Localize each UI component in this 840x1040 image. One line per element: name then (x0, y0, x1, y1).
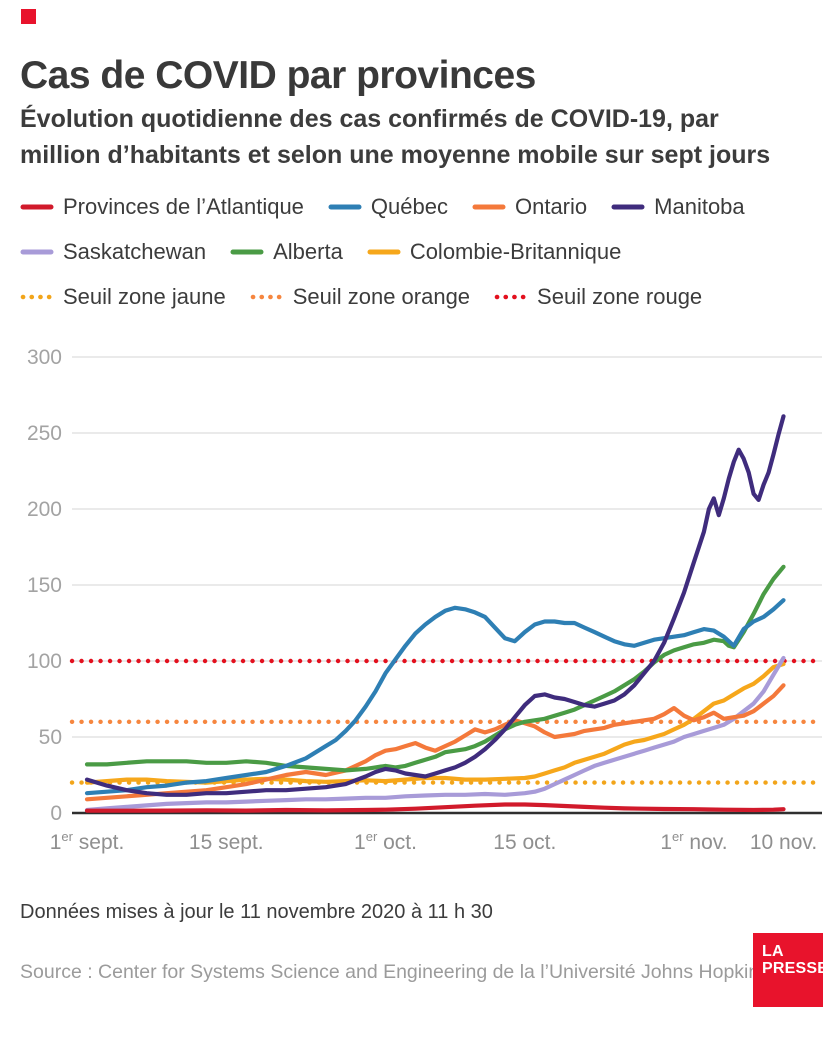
line-swatch-icon (611, 204, 645, 210)
legend-item-seuil-rouge: Seuil zone rouge (494, 284, 702, 310)
legend-item-manitoba: Manitoba (611, 194, 745, 220)
legend-label-atlantique: Provinces de l’Atlantique (63, 194, 304, 219)
x-tick-label-day30: 1er oct. (354, 829, 417, 854)
y-tick-label-250: 250 (27, 422, 62, 445)
y-tick-label-0: 0 (50, 802, 62, 825)
legend-row-3: Seuil zone jaune Seuil zone orange Seuil z… (20, 284, 828, 310)
x-tick-label-day44: 15 oct. (493, 831, 556, 854)
brand-square (21, 9, 36, 24)
series-line-colombie-britannique (84, 661, 786, 785)
line-swatch-icon (472, 204, 506, 210)
series-line-quebec (84, 598, 786, 796)
series-line-alberta (84, 564, 786, 773)
legend-row-1: Provinces de l’Atlantique Québec Ontario Ma… (20, 194, 828, 220)
x-tick-label-day70: 10 nov. (750, 831, 817, 854)
page-subtitle: Évolution quotidienne des cas confirmés … (20, 101, 820, 173)
legend-row-2: Saskatchewan Alberta Colombie-Britannique (20, 239, 828, 265)
source-credit: Source : Center for Systems Science and … (20, 961, 769, 983)
legend-item-seuil-jaune: Seuil zone jaune (20, 284, 226, 310)
legend-item-quebec: Québec (328, 194, 448, 220)
subtitle-line-1: Évolution quotidienne des cas confirmés … (20, 105, 719, 133)
legend-item-atlantique: Provinces de l’Atlantique (20, 194, 304, 220)
series-line-saskatchewan (84, 655, 786, 813)
page-title: Cas de COVID par provinces (20, 54, 536, 98)
series-line-manitoba (84, 414, 786, 797)
dotted-line-swatch-icon (20, 294, 54, 300)
line-swatch-icon (20, 249, 54, 255)
subtitle-line-2: million d’habitants et selon une moyenne… (20, 141, 771, 169)
y-tick-label-200: 200 (27, 498, 62, 521)
legend-label-alberta: Alberta (273, 239, 343, 264)
line-swatch-icon (367, 249, 401, 255)
dotted-line-swatch-icon (494, 294, 528, 300)
y-tick-label-100: 100 (27, 650, 62, 673)
legend-label-manitoba: Manitoba (654, 194, 745, 219)
chart-legend: Provinces de l’Atlantique Québec Ontario Ma… (20, 194, 828, 329)
legend-item-saskatchewan: Saskatchewan (20, 239, 206, 265)
legend-label-quebec: Québec (370, 194, 448, 219)
la-presse-logo: LA PRESSE (753, 933, 829, 1007)
dotted-line-swatch-icon (250, 294, 283, 300)
x-tick-label-day0: 1er sept. (50, 829, 125, 854)
x-tick-label-day61: 1er nov. (660, 829, 727, 854)
line-swatch-icon (230, 249, 264, 255)
legend-item-alberta: Alberta (230, 239, 343, 265)
line-swatch-icon (328, 204, 362, 210)
legend-label-saskatchewan: Saskatchewan (63, 239, 207, 264)
y-tick-label-150: 150 (27, 574, 62, 597)
logo-line-2: PRESSE (762, 960, 829, 977)
legend-label-colombie-britannique: Colombie-Britannique (409, 239, 622, 264)
legend-item-ontario: Ontario (472, 194, 587, 220)
series-line-atlantique (84, 802, 786, 813)
logo-line-1: LA (762, 943, 784, 960)
series-line-ontario (84, 683, 786, 802)
legend-label-seuil-rouge: Seuil zone rouge (537, 284, 703, 309)
legend-label-seuil-jaune: Seuil zone jaune (63, 284, 226, 309)
updated-timestamp: Données mises à jour le 11 novembre 2020… (20, 901, 493, 923)
y-tick-label-50: 50 (39, 726, 62, 749)
legend-item-colombie-britannique: Colombie-Britannique (367, 239, 622, 265)
line-swatch-icon (20, 204, 54, 210)
legend-label-ontario: Ontario (514, 194, 588, 219)
legend-label-seuil-orange: Seuil zone orange (292, 284, 471, 309)
legend-item-seuil-orange: Seuil zone orange (250, 284, 470, 310)
y-tick-label-300: 300 (27, 346, 62, 369)
x-tick-label-day14: 15 sept. (189, 831, 264, 854)
